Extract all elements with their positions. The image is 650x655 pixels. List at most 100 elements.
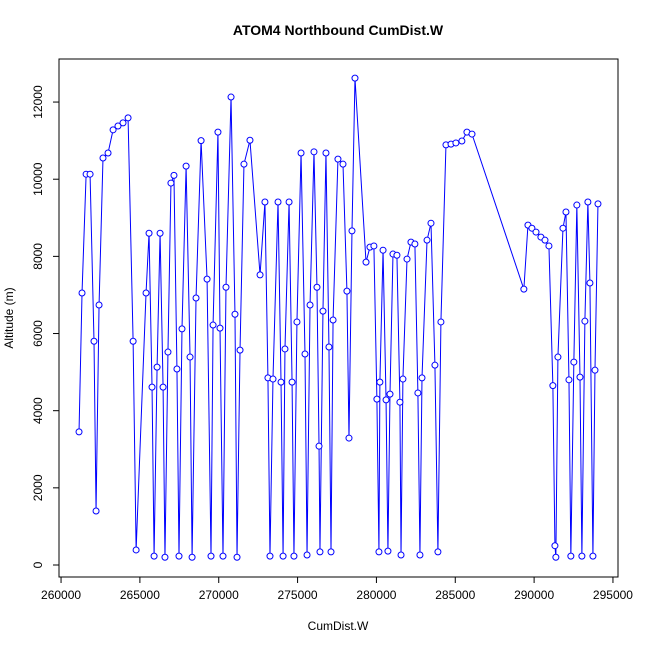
data-point	[552, 553, 560, 561]
data-point	[452, 139, 460, 147]
data-point	[594, 200, 602, 208]
data-point	[246, 136, 254, 144]
data-point	[584, 198, 592, 206]
data-point	[532, 228, 540, 236]
data-point	[303, 551, 311, 559]
y-tick-label: 10000	[31, 162, 45, 196]
data-point	[159, 383, 167, 391]
data-point	[293, 318, 301, 326]
y-tick-label: 4000	[31, 397, 45, 424]
data-point	[578, 552, 586, 560]
data-point	[175, 552, 183, 560]
data-point	[319, 307, 327, 315]
y-tick-label: 0	[31, 561, 45, 568]
data-point	[386, 390, 394, 398]
data-point	[95, 301, 103, 309]
data-point	[589, 552, 597, 560]
data-point	[161, 553, 169, 561]
data-point	[104, 149, 112, 157]
data-point	[348, 227, 356, 235]
data-point	[90, 337, 98, 345]
data-point	[345, 434, 353, 442]
x-tick-label: 265000	[120, 588, 160, 602]
data-point	[119, 119, 127, 127]
data-point	[423, 236, 431, 244]
data-point	[576, 373, 584, 381]
data-point	[227, 93, 235, 101]
data-point	[192, 294, 200, 302]
data-point	[231, 310, 239, 318]
data-point	[329, 316, 337, 324]
data-point	[418, 374, 426, 382]
data-point	[315, 442, 323, 450]
data-point	[240, 160, 248, 168]
data-point	[573, 201, 581, 209]
data-point	[403, 255, 411, 263]
data-point	[277, 378, 285, 386]
data-point	[396, 398, 404, 406]
data-point	[145, 229, 153, 237]
data-point	[562, 208, 570, 216]
data-point	[370, 242, 378, 250]
data-point	[559, 224, 567, 232]
x-tick-label: 275000	[278, 588, 318, 602]
x-tick-label: 290000	[514, 588, 554, 602]
data-point	[164, 348, 172, 356]
data-point	[545, 242, 553, 250]
y-tick-label: 2000	[31, 474, 45, 501]
data-point	[261, 198, 269, 206]
data-point	[86, 170, 94, 178]
data-point	[142, 289, 150, 297]
data-point	[549, 382, 557, 390]
data-point	[188, 553, 196, 561]
data-point	[334, 155, 342, 163]
data-point	[178, 325, 186, 333]
data-point	[567, 552, 575, 560]
data-point	[124, 114, 132, 122]
data-point	[551, 542, 559, 550]
data-point	[581, 317, 589, 325]
data-point	[520, 285, 528, 293]
data-point	[203, 275, 211, 283]
data-point	[379, 246, 387, 254]
data-point	[150, 552, 158, 560]
data-point	[384, 547, 392, 555]
data-point	[207, 552, 215, 560]
x-tick-label: 280000	[356, 588, 396, 602]
data-point	[109, 126, 117, 134]
data-point	[285, 198, 293, 206]
data-point	[434, 548, 442, 556]
data-point	[222, 283, 230, 291]
data-point	[376, 378, 384, 386]
data-point	[173, 365, 181, 373]
data-point	[78, 289, 86, 297]
data-point	[214, 128, 222, 136]
data-point	[182, 162, 190, 170]
data-point	[197, 137, 205, 145]
data-point	[266, 552, 274, 560]
data-point	[132, 546, 140, 554]
data-point	[306, 301, 314, 309]
data-point	[375, 548, 383, 556]
data-point	[397, 551, 405, 559]
data-point	[570, 358, 578, 366]
data-point	[327, 548, 335, 556]
data-point	[99, 154, 107, 162]
y-axis-label: Altitude (m)	[2, 287, 16, 348]
x-tick-label: 285000	[435, 588, 475, 602]
data-point	[297, 149, 305, 157]
x-tick-label: 260000	[41, 588, 81, 602]
data-point	[382, 396, 390, 404]
data-point	[92, 507, 100, 515]
data-point	[129, 337, 137, 345]
data-point	[279, 552, 287, 560]
data-point	[186, 353, 194, 361]
data-point	[170, 171, 178, 179]
data-point	[233, 553, 241, 561]
data-point	[153, 363, 161, 371]
data-point	[565, 376, 573, 384]
data-point	[399, 375, 407, 383]
data-point	[351, 74, 359, 82]
data-point	[216, 324, 224, 332]
